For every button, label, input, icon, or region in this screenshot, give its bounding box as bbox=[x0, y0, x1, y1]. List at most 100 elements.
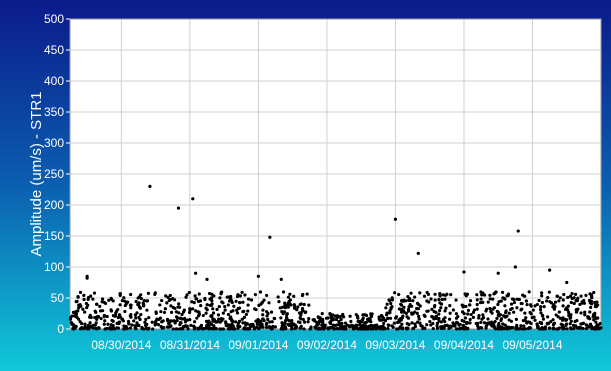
data-point bbox=[260, 322, 264, 326]
data-point bbox=[133, 324, 137, 328]
data-point bbox=[592, 290, 596, 295]
y-tick-label: 300 bbox=[44, 136, 64, 150]
data-point bbox=[443, 319, 447, 324]
data-point bbox=[479, 297, 483, 301]
data-point bbox=[87, 326, 91, 330]
data-point bbox=[92, 291, 97, 295]
data-point bbox=[591, 315, 595, 319]
data-point bbox=[495, 309, 499, 313]
data-point bbox=[193, 294, 197, 298]
data-point bbox=[288, 302, 292, 306]
data-point bbox=[316, 315, 320, 319]
y-tick-label: 450 bbox=[44, 43, 64, 57]
data-point bbox=[562, 292, 566, 297]
data-point bbox=[383, 327, 387, 331]
data-point bbox=[557, 310, 561, 314]
data-point bbox=[437, 312, 441, 316]
data-point bbox=[252, 327, 257, 331]
data-point bbox=[337, 315, 341, 319]
data-point bbox=[176, 206, 181, 210]
data-point bbox=[84, 326, 88, 330]
data-point bbox=[451, 308, 455, 312]
data-point bbox=[475, 302, 479, 307]
data-point bbox=[199, 323, 204, 327]
data-point bbox=[399, 307, 404, 311]
data-point bbox=[106, 322, 110, 326]
data-point bbox=[137, 324, 141, 328]
data-point bbox=[111, 319, 115, 323]
data-point bbox=[123, 303, 127, 308]
data-point bbox=[303, 310, 307, 315]
y-tick-label: 400 bbox=[44, 74, 64, 88]
data-point bbox=[145, 327, 150, 331]
y-axis: 0 50 100 150 200 250 300 350 400 450 500 bbox=[44, 12, 70, 336]
data-point bbox=[229, 310, 233, 314]
data-point bbox=[599, 326, 603, 330]
data-point bbox=[367, 326, 371, 331]
data-point bbox=[519, 308, 523, 312]
data-point bbox=[283, 326, 287, 330]
data-point bbox=[392, 321, 396, 325]
data-point bbox=[118, 293, 122, 297]
data-point bbox=[174, 327, 178, 331]
data-point bbox=[248, 327, 252, 331]
data-point bbox=[384, 306, 388, 310]
data-point bbox=[369, 312, 373, 317]
data-point bbox=[98, 304, 102, 309]
data-point bbox=[201, 326, 205, 331]
data-point bbox=[598, 322, 602, 326]
data-point bbox=[379, 313, 384, 318]
data-point bbox=[169, 319, 174, 323]
data-point bbox=[372, 324, 376, 329]
data-point bbox=[337, 319, 341, 324]
data-point bbox=[439, 325, 443, 329]
data-point bbox=[188, 317, 192, 322]
data-point bbox=[132, 319, 136, 323]
data-point bbox=[387, 298, 392, 303]
data-point bbox=[566, 295, 570, 300]
data-point bbox=[279, 277, 283, 281]
data-point bbox=[568, 326, 573, 330]
data-point bbox=[246, 309, 250, 313]
data-point bbox=[302, 320, 307, 324]
data-point bbox=[524, 316, 528, 320]
data-point bbox=[334, 323, 338, 327]
data-point bbox=[194, 297, 199, 301]
data-point bbox=[553, 300, 558, 304]
data-point bbox=[240, 290, 244, 295]
y-tick-label: 500 bbox=[44, 12, 64, 26]
data-point bbox=[154, 319, 158, 323]
data-point bbox=[193, 320, 197, 324]
data-point bbox=[539, 321, 544, 325]
data-point bbox=[447, 317, 452, 321]
data-point bbox=[485, 307, 489, 311]
data-point bbox=[173, 306, 177, 311]
data-point bbox=[572, 301, 576, 306]
data-point bbox=[69, 315, 73, 320]
data-point bbox=[306, 320, 310, 324]
data-point bbox=[448, 324, 453, 328]
data-point bbox=[595, 300, 599, 304]
data-point bbox=[448, 311, 452, 315]
data-point bbox=[594, 320, 598, 324]
data-point bbox=[397, 292, 401, 297]
data-point bbox=[479, 320, 483, 324]
data-point bbox=[145, 308, 149, 312]
data-point bbox=[267, 301, 271, 305]
data-point bbox=[86, 295, 91, 300]
data-point bbox=[332, 327, 336, 331]
data-point bbox=[354, 323, 359, 327]
data-point bbox=[238, 301, 242, 305]
data-point bbox=[464, 304, 468, 309]
data-point bbox=[437, 319, 441, 323]
data-point bbox=[96, 314, 100, 319]
data-point bbox=[71, 322, 75, 326]
data-point bbox=[114, 311, 118, 315]
data-point bbox=[171, 327, 175, 331]
data-point bbox=[551, 305, 555, 309]
data-point bbox=[81, 327, 86, 331]
data-point bbox=[385, 311, 389, 315]
data-point bbox=[159, 310, 163, 314]
data-point bbox=[557, 326, 561, 330]
data-point bbox=[328, 321, 333, 326]
